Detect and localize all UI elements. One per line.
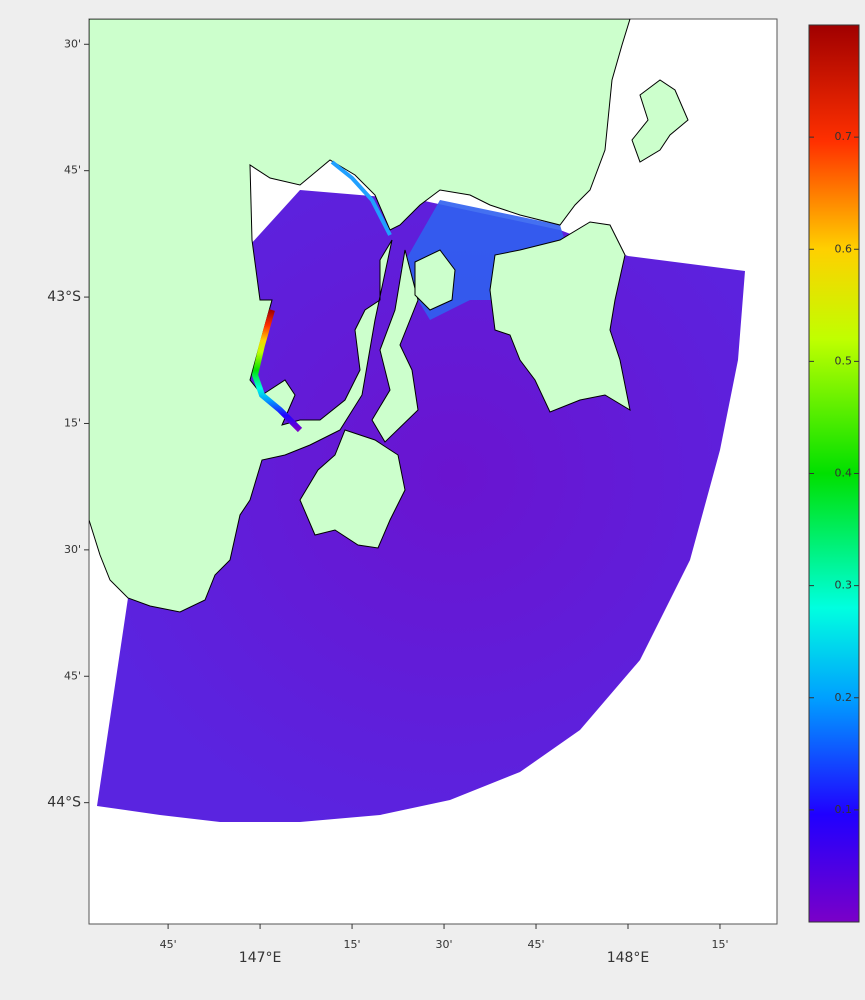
maria-island xyxy=(631,79,689,163)
small-island xyxy=(414,249,456,311)
derwent-river xyxy=(330,160,392,236)
colorbar-tick-label: 0.1 xyxy=(835,803,853,816)
lat-tick-label: 43°S xyxy=(47,289,81,305)
colorbar-tick-label: 0.6 xyxy=(835,242,853,255)
bruny-island xyxy=(299,429,406,549)
lat-tick-label: 30' xyxy=(64,37,81,50)
colorbar-tick-label: 0.2 xyxy=(835,691,853,704)
lat-tick-label: 45' xyxy=(64,669,81,682)
south-arm xyxy=(371,249,419,443)
colorbar-tick-label: 0.7 xyxy=(835,130,853,143)
lat-tick-label: 30' xyxy=(64,543,81,556)
lon-tick-label: 15' xyxy=(711,938,728,951)
huon-river xyxy=(251,309,303,433)
mainland xyxy=(89,19,631,613)
colorbar-tick-label: 0.3 xyxy=(835,579,853,592)
map-layers xyxy=(89,19,745,822)
colorbar-tick-label: 0.4 xyxy=(835,467,853,480)
colorbar-tick-label: 0.5 xyxy=(835,354,853,367)
lon-tick-label: 30' xyxy=(436,938,453,951)
lon-tick-label: 15' xyxy=(344,938,361,951)
lon-tick-label: 147°E xyxy=(239,950,282,966)
tasman-peninsula xyxy=(489,221,631,413)
lat-tick-label: 45' xyxy=(64,164,81,177)
lon-tick-label: 45' xyxy=(528,938,545,951)
lon-tick-label: 45' xyxy=(160,938,177,951)
lat-tick-label: 44°S xyxy=(47,795,81,811)
lat-tick-label: 15' xyxy=(64,416,81,429)
colorbar xyxy=(808,24,860,923)
lon-tick-label: 148°E xyxy=(607,950,650,966)
